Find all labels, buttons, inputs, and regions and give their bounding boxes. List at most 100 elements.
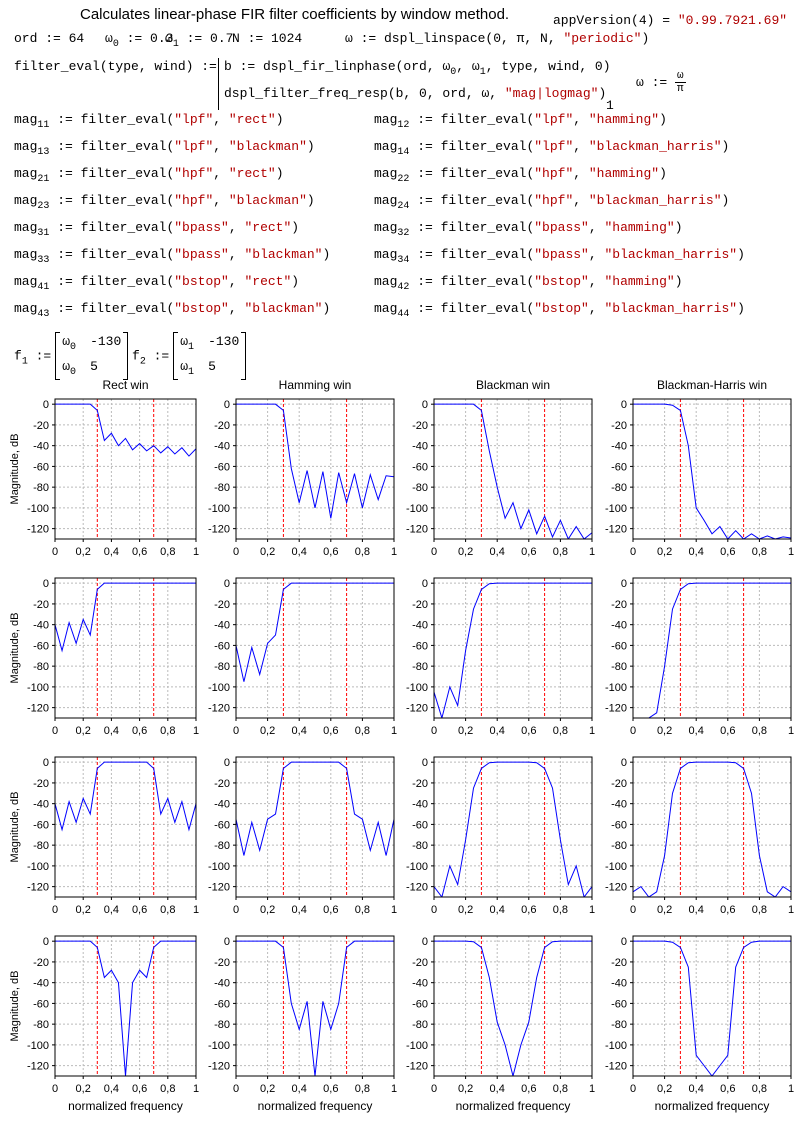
plot-frame: [235, 398, 395, 540]
x-tick-label: 0,8: [752, 725, 767, 737]
x-tick-label: 0,8: [160, 1083, 175, 1095]
matrix-cell: ω0: [62, 359, 76, 378]
plot-frame: [54, 398, 197, 540]
token: "bstop": [174, 274, 229, 289]
token: := filter_eval(: [409, 220, 535, 235]
plot-frame: [54, 577, 197, 719]
y-tick-label: -100: [27, 1040, 49, 1052]
y-tick-label: -80: [214, 661, 230, 673]
token: appVersion(4) =: [553, 13, 678, 28]
token: := filter_eval(: [49, 301, 175, 316]
series-line: [236, 582, 394, 682]
mag-definition: mag32 := filter_eval("bpass", "hamming"): [374, 220, 683, 239]
y-tick-label: -60: [214, 998, 230, 1010]
plot-frame: [632, 756, 792, 898]
x-tick-label: 0: [233, 546, 239, 558]
y-tick-label: -20: [611, 778, 627, 790]
x-tick-label: 1: [589, 1083, 595, 1095]
subscript: 0: [450, 67, 457, 78]
x-tick-label: 0,6: [323, 725, 338, 737]
x-tick-label: 1: [391, 546, 397, 558]
y-tick-label: -20: [214, 420, 230, 432]
x-tick-label: 0,6: [323, 904, 338, 916]
x-tick-label: 0,4: [104, 1083, 119, 1095]
token: ): [291, 220, 300, 235]
mag-definition: mag44 := filter_eval("bstop", "blackman_…: [374, 301, 745, 320]
x-tick-label: 0,4: [104, 725, 119, 737]
y-tick-label: -60: [33, 640, 49, 652]
y-tick-label: -40: [611, 620, 627, 632]
token: ): [306, 193, 315, 208]
y-tick-label: -20: [412, 420, 428, 432]
token: ): [659, 166, 667, 181]
variable: mag: [14, 112, 38, 127]
y-tick-label: -100: [406, 682, 428, 694]
y-tick-label: -40: [412, 620, 428, 632]
chart-title: Rect win: [102, 378, 148, 392]
y-tick-label: -20: [214, 957, 230, 969]
y-tick-label: -40: [412, 441, 428, 453]
x-tick-label: 0,6: [132, 1083, 147, 1095]
matrix-definition: f1 := ω0 -130 ω0 5: [14, 332, 129, 380]
token: ): [641, 31, 650, 46]
x-tick-label: 0,2: [458, 904, 473, 916]
token: "hpf": [534, 166, 574, 181]
y-tick-label: -40: [33, 441, 49, 453]
token: "hpf": [534, 193, 574, 208]
y-tick-label: -120: [208, 882, 230, 894]
variable: ω: [62, 359, 71, 374]
token: := filter_eval(: [49, 193, 175, 208]
plot-frame: [433, 756, 593, 898]
mag-definition: mag11 := filter_eval("lpf", "rect"): [14, 112, 284, 131]
token: ): [275, 166, 284, 181]
token: ,: [588, 247, 605, 262]
formula: appVersion(4) = "0.99.7921.69": [553, 13, 787, 28]
x-tick-label: 0: [431, 725, 437, 737]
x-axis-label: normalized frequency: [68, 1099, 183, 1113]
variable: mag: [374, 220, 398, 235]
x-tick-label: 0,8: [752, 904, 767, 916]
y-tick-label: -100: [406, 1040, 428, 1052]
token: ): [737, 301, 745, 316]
variable: ω: [165, 31, 173, 46]
y-tick-label: 0: [224, 936, 230, 948]
x-tick-label: 0: [630, 904, 636, 916]
token: ,: [213, 166, 229, 181]
token: "mag|logmag": [504, 86, 599, 101]
x-tick-label: 0,4: [490, 904, 505, 916]
token: "lpf": [534, 112, 574, 127]
x-tick-label: 0,2: [458, 725, 473, 737]
y-tick-label: -100: [605, 503, 627, 515]
y-tick-label: -80: [412, 482, 428, 494]
series-line: [434, 582, 592, 718]
variable: ω: [471, 59, 480, 74]
token: := 0.7: [178, 31, 234, 46]
formula: dspl_filter_freq_resp(b, 0, ord, ω, "mag…: [224, 86, 606, 101]
y-tick-label: -120: [27, 1061, 49, 1073]
token: "rect": [244, 220, 292, 235]
chart-title: Blackman-Harris win: [657, 378, 767, 392]
y-tick-label: 0: [621, 936, 627, 948]
y-tick-label: -120: [605, 524, 627, 536]
x-tick-label: 0: [52, 546, 58, 558]
plot-frame: [632, 577, 792, 719]
token: ,: [228, 247, 245, 262]
series-line: [633, 940, 791, 1076]
token: ): [721, 193, 730, 208]
mag-definition: mag42 := filter_eval("bstop", "hamming"): [374, 274, 683, 293]
token: "blackman": [228, 193, 307, 208]
variable: mag: [14, 193, 38, 208]
matrix-definition: f2 := ω1 -130 ω1 5: [132, 332, 247, 380]
token: "blackman": [244, 301, 323, 316]
subscript: 0: [70, 342, 77, 353]
y-tick-label: -120: [406, 1061, 428, 1073]
variable: mag: [374, 166, 398, 181]
subscript: 41: [37, 282, 50, 293]
y-axis-label: Magnitude, dB: [9, 971, 21, 1042]
token: "hamming": [588, 166, 660, 181]
token: := filter_eval(: [409, 139, 535, 154]
x-tick-label: 0,6: [521, 725, 536, 737]
y-tick-label: -20: [412, 957, 428, 969]
y-tick-label: -100: [605, 861, 627, 873]
subscript: 43: [37, 309, 50, 320]
